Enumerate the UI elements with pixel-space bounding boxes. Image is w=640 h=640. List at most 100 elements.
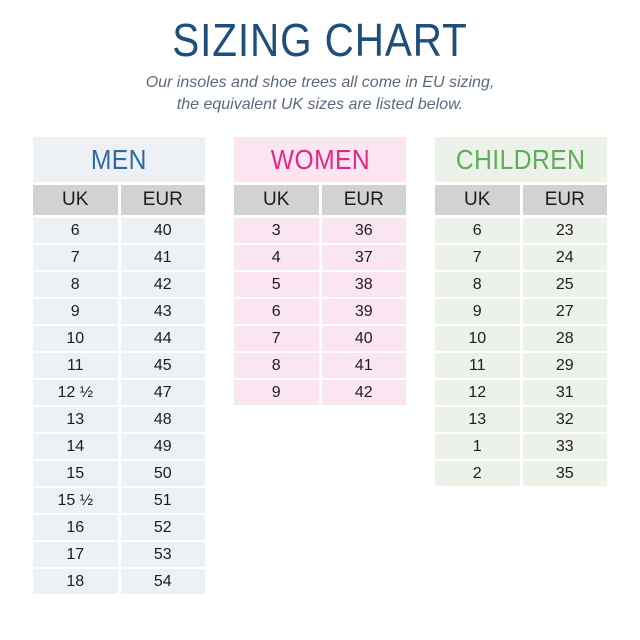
eur-size-cell: 43 — [120, 299, 205, 325]
table-row: 11 45 — [33, 353, 205, 379]
uk-size-cell: 16 — [33, 515, 118, 541]
table-row: 6 23 — [435, 218, 607, 244]
uk-size-cell: 9 — [234, 380, 319, 406]
table-title-women-text: WOMEN — [270, 144, 370, 176]
sizing-table-women: WOMEN UK EUR 3 36 4 37 5 38 6 39 7 40 8 41 9 42 — [234, 137, 406, 407]
uk-size-cell: 11 — [435, 353, 520, 379]
uk-size-cell: 6 — [435, 218, 520, 244]
table-row: 7 40 — [234, 326, 406, 352]
table-row: 12 ½ 47 — [33, 380, 205, 406]
column-header-eur: EUR — [321, 185, 406, 216]
table-row: 2 35 — [435, 461, 607, 487]
uk-size-cell: 15 — [33, 461, 118, 487]
uk-size-cell: 9 — [435, 299, 520, 325]
uk-size-cell: 11 — [33, 353, 118, 379]
table-body: 6 40 7 41 8 42 9 43 10 44 11 45 12 ½ 47 13 48 14 49 15 50 15… — [33, 218, 205, 595]
column-header-eur: EUR — [522, 185, 607, 216]
uk-size-cell: 1 — [435, 434, 520, 460]
uk-size-cell: 8 — [234, 353, 319, 379]
uk-size-cell: 6 — [234, 299, 319, 325]
eur-size-cell: 37 — [321, 245, 406, 271]
eur-size-cell: 40 — [120, 218, 205, 244]
table-header-men: UK EUR — [33, 185, 205, 216]
table-row: 12 31 — [435, 380, 607, 406]
table-row: 15 ½ 51 — [33, 488, 205, 514]
eur-size-cell: 36 — [321, 218, 406, 244]
table-body: 6 23 7 24 8 25 9 27 10 28 11 29 12 31 13 32 1 33 2 35 — [435, 218, 607, 487]
eur-size-cell: 32 — [522, 407, 607, 433]
table-row: 10 28 — [435, 326, 607, 352]
page-title: SIZING CHART — [172, 14, 468, 66]
eur-size-cell: 23 — [522, 218, 607, 244]
eur-size-cell: 39 — [321, 299, 406, 325]
uk-size-cell: 7 — [435, 245, 520, 271]
eur-size-cell: 42 — [321, 380, 406, 406]
eur-size-cell: 27 — [522, 299, 607, 325]
table-header-women: UK EUR — [234, 185, 406, 216]
uk-size-cell: 12 — [435, 380, 520, 406]
eur-size-cell: 38 — [321, 272, 406, 298]
column-header-eur: EUR — [120, 185, 205, 216]
subtitle-line-2: the equivalent UK sizes are listed below… — [176, 95, 464, 113]
uk-size-cell: 10 — [33, 326, 118, 352]
table-row: 18 54 — [33, 569, 205, 595]
eur-size-cell: 25 — [522, 272, 607, 298]
eur-size-cell: 35 — [522, 461, 607, 487]
eur-size-cell: 48 — [120, 407, 205, 433]
table-row: 15 50 — [33, 461, 205, 487]
eur-size-cell: 49 — [120, 434, 205, 460]
table-title-men-text: MEN — [90, 144, 148, 176]
uk-size-cell: 6 — [33, 218, 118, 244]
table-row: 17 53 — [33, 542, 205, 568]
sizing-table-children: CHILDREN UK EUR 6 23 7 24 8 25 9 27 10 28 11 29 12 31… — [435, 137, 607, 488]
uk-size-cell: 17 — [33, 542, 118, 568]
eur-size-cell: 47 — [120, 380, 205, 406]
table-row: 14 49 — [33, 434, 205, 460]
table-row: 5 38 — [234, 272, 406, 298]
table-row: 6 39 — [234, 299, 406, 325]
table-row: 13 48 — [33, 407, 205, 433]
eur-size-cell: 41 — [120, 245, 205, 271]
eur-size-cell: 51 — [120, 488, 205, 514]
uk-size-cell: 5 — [234, 272, 319, 298]
uk-size-cell: 7 — [234, 326, 319, 352]
table-row: 10 44 — [33, 326, 205, 352]
table-row: 9 27 — [435, 299, 607, 325]
uk-size-cell: 13 — [435, 407, 520, 433]
eur-size-cell: 45 — [120, 353, 205, 379]
uk-size-cell: 2 — [435, 461, 520, 487]
column-header-uk: UK — [435, 185, 520, 216]
table-row: 8 41 — [234, 353, 406, 379]
uk-size-cell: 9 — [33, 299, 118, 325]
uk-size-cell: 12 ½ — [33, 380, 118, 406]
page-subtitle: Our insoles and shoe trees all come in E… — [0, 72, 640, 115]
uk-size-cell: 15 ½ — [33, 488, 118, 514]
eur-size-cell: 29 — [522, 353, 607, 379]
uk-size-cell: 13 — [33, 407, 118, 433]
eur-size-cell: 54 — [120, 569, 205, 595]
sizing-table-men: MEN UK EUR 6 40 7 41 8 42 9 43 10 44 11 45 12 ½ 47 13 4… — [33, 137, 205, 596]
eur-size-cell: 33 — [522, 434, 607, 460]
table-row: 1 33 — [435, 434, 607, 460]
page-header: SIZING CHART Our insoles and shoe trees … — [0, 0, 640, 115]
eur-size-cell: 42 — [120, 272, 205, 298]
table-title-women: WOMEN — [234, 137, 406, 183]
table-row: 13 32 — [435, 407, 607, 433]
table-row: 8 25 — [435, 272, 607, 298]
eur-size-cell: 52 — [120, 515, 205, 541]
table-title-children: CHILDREN — [435, 137, 607, 183]
table-row: 9 42 — [234, 380, 406, 406]
table-body: 3 36 4 37 5 38 6 39 7 40 8 41 9 42 — [234, 218, 406, 406]
eur-size-cell: 40 — [321, 326, 406, 352]
table-header-children: UK EUR — [435, 185, 607, 216]
table-row: 9 43 — [33, 299, 205, 325]
table-title-men: MEN — [33, 137, 205, 183]
uk-size-cell: 8 — [435, 272, 520, 298]
uk-size-cell: 14 — [33, 434, 118, 460]
subtitle-line-1: Our insoles and shoe trees all come in E… — [145, 74, 495, 92]
table-title-children-text: CHILDREN — [456, 144, 586, 176]
table-row: 3 36 — [234, 218, 406, 244]
table-row: 6 40 — [33, 218, 205, 244]
eur-size-cell: 24 — [522, 245, 607, 271]
